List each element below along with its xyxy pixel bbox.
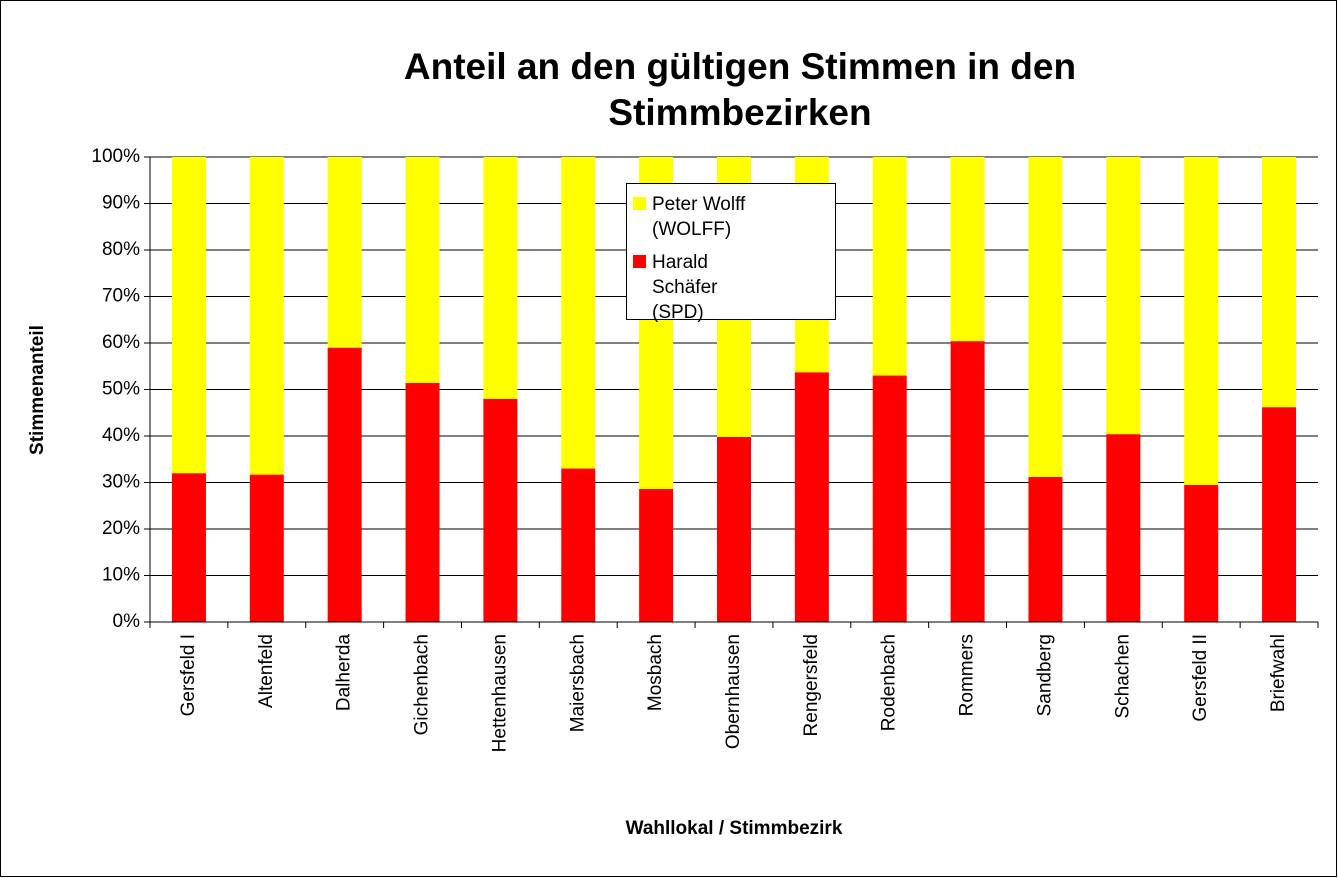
- bar-segment: [405, 157, 440, 383]
- x-tick-label: Gichenbach: [412, 634, 433, 735]
- bar-segment: [1184, 484, 1219, 622]
- bar-segment: [1184, 157, 1219, 485]
- y-tick-label: 100%: [91, 146, 140, 167]
- y-tick-label: 80%: [102, 239, 140, 260]
- x-tick-label: Obernhausen: [723, 634, 744, 749]
- legend-label: Peter Wolff (WOLFF): [652, 194, 746, 240]
- x-tick-label: Gersfeld I: [178, 634, 199, 716]
- x-tick-label: Rodenbach: [879, 634, 900, 731]
- x-tick-label: Rommers: [957, 634, 978, 716]
- bar-segment: [171, 157, 206, 474]
- x-tick-label: Gersfeld II: [1190, 634, 1211, 722]
- y-tick-label: 20%: [102, 518, 140, 539]
- bar-segment: [249, 474, 284, 622]
- bar-segment: [1262, 407, 1297, 622]
- bar-segment: [1106, 157, 1141, 435]
- bar-segment: [639, 489, 674, 622]
- bar-segment: [1262, 157, 1297, 408]
- bar-segment: [483, 157, 518, 399]
- bar-segment: [327, 157, 362, 348]
- y-tick-label: 70%: [102, 286, 140, 307]
- x-tick-label: Dalherda: [334, 634, 355, 712]
- bar-segment: [950, 157, 985, 342]
- y-tick-label: 90%: [102, 193, 140, 214]
- y-axis-title: Stimmenanteil: [27, 325, 48, 455]
- legend-item: Harald Schäfer (SPD): [633, 250, 829, 325]
- bar-segment: [249, 157, 284, 475]
- legend-label: Harald Schäfer (SPD): [652, 252, 718, 323]
- bar-segment: [483, 398, 518, 622]
- x-axis-title: Wahllokal / Stimmbezirk: [626, 818, 843, 839]
- x-tick-label: Hettenhausen: [489, 634, 510, 752]
- x-tick-label: Maiersbach: [567, 634, 588, 732]
- y-tick-label: 60%: [102, 332, 140, 353]
- bar-segment: [794, 372, 829, 622]
- bar-segment: [717, 436, 751, 622]
- bar-segment: [171, 473, 206, 622]
- bar-segment: [1028, 157, 1063, 477]
- bar-segment: [950, 341, 985, 622]
- y-tick-label: 40%: [102, 425, 140, 446]
- x-tick-label: Altenfeld: [256, 634, 277, 708]
- bar-segment: [327, 347, 362, 622]
- legend: Peter Wolff (WOLFF) Harald Schäfer (SPD): [626, 183, 836, 323]
- x-tick-label: Schachen: [1112, 634, 1133, 719]
- bar-segment: [1106, 434, 1141, 622]
- bar-segment: [405, 382, 440, 622]
- y-tick-label: 50%: [102, 379, 140, 400]
- legend-swatch: [633, 255, 646, 268]
- y-tick-label: 0%: [113, 611, 141, 632]
- x-tick-label: Sandberg: [1034, 634, 1055, 716]
- x-tick-label: Briefwahl: [1268, 634, 1289, 712]
- bar-segment: [1028, 476, 1063, 622]
- x-tick-label: Mosbach: [645, 634, 666, 711]
- chart-title: Anteil an den gültigen Stimmen in den St…: [403, 46, 1077, 133]
- bar-segment: [561, 157, 596, 469]
- bar-segment: [872, 157, 907, 376]
- bar-segment: [561, 468, 596, 622]
- bar-segment: [872, 375, 907, 622]
- x-tick-label: Rengersfeld: [801, 634, 822, 736]
- legend-swatch: [633, 197, 646, 210]
- y-tick-label: 10%: [102, 565, 140, 586]
- legend-item: Peter Wolff (WOLFF): [633, 192, 829, 242]
- y-tick-label: 30%: [102, 472, 140, 493]
